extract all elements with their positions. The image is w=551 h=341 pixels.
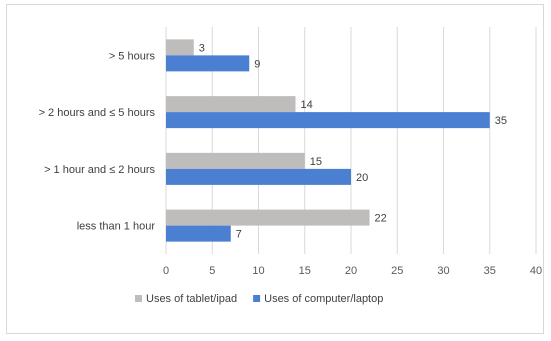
x-tick-label: 10 [252,265,264,277]
category-label: > 2 hours and ≤ 5 hours [39,107,156,119]
bar-tablet [166,209,370,226]
data-label: 22 [375,213,387,225]
data-label: 3 [199,42,205,54]
legend-swatch [135,295,142,302]
data-label: 20 [356,172,368,184]
x-tick-label: 30 [437,265,449,277]
bar-tablet [166,39,194,56]
category-label: > 5 hours [109,50,156,62]
x-tick-label: 5 [209,265,215,277]
bar-computer [166,112,490,129]
data-label: 9 [254,58,260,70]
x-tick-label: 40 [530,265,542,277]
x-tick-labels: 0 5 10 15 20 25 30 35 40 [163,265,542,277]
bars [166,39,490,242]
bar-tablet [166,96,296,113]
bar-tablet [166,152,305,169]
category-label: > 1 hour and ≤ 2 hours [44,164,155,176]
category-labels: > 5 hours > 2 hours and ≤ 5 hours > 1 hour… [39,50,156,232]
data-label: 7 [236,229,242,241]
bar-computer [166,168,351,185]
legend-label: Uses of tablet/ipad [146,293,237,305]
category-label: less than 1 hour [77,221,156,233]
x-tick-label: 25 [391,265,403,277]
data-label: 15 [310,156,322,168]
x-tick-label: 35 [484,265,496,277]
legend-swatch [253,295,261,302]
bar-computer [166,55,250,72]
data-label: 14 [301,99,313,111]
bar-computer [166,225,231,242]
x-tick-label: 20 [345,265,357,277]
x-tick-label: 0 [163,265,169,277]
x-tick-label: 15 [299,265,311,277]
data-labels: 3 9 14 35 15 20 22 7 [199,42,507,240]
legend-label: Uses of computer/laptop [264,293,383,305]
data-label: 35 [495,115,507,127]
legend: Uses of tablet/ipad Uses of computer/lapt… [135,293,383,305]
